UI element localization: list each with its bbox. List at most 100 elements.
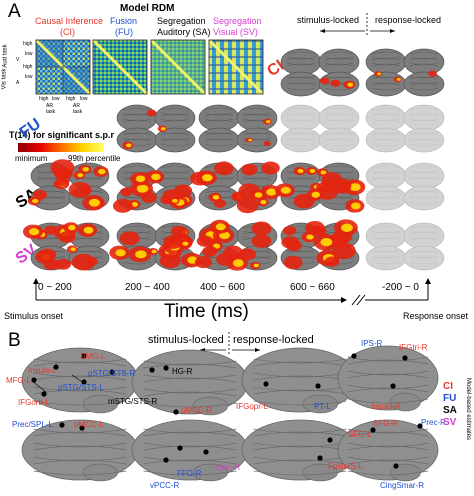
rdm-sa-matrix	[149, 38, 207, 96]
region-dot-18	[315, 383, 321, 389]
legend-side-label: Model-based estimates	[465, 378, 471, 441]
rdm-col-low-1: low	[52, 96, 60, 102]
panel-b-brain-surfaces	[21, 345, 439, 482]
region-dot-21	[327, 437, 333, 443]
rdm-row-low-2: low	[25, 74, 33, 80]
region-pstg-sts-r: pSTG/STS-R	[88, 369, 136, 378]
model-sa-name: Segregation	[157, 16, 206, 26]
brain-r1-c1	[116, 104, 196, 153]
brain-r3-c0	[22, 222, 110, 271]
legend-min-label: minimum	[15, 154, 48, 163]
region-calc-r: Calc-R	[216, 463, 241, 472]
rdm-side-a: A	[16, 80, 20, 86]
region-dot-4	[31, 377, 37, 383]
region-dot-15	[351, 353, 357, 359]
model-ci-abbr: (CI)	[60, 27, 75, 37]
panel-b-letter: B	[8, 330, 21, 351]
region-dot-6	[41, 391, 47, 397]
region-pmcc-l: pMCC-L	[74, 420, 104, 429]
region-smg-l: SMG-L	[80, 352, 106, 361]
region-cingsmar-r: CingSmar-R	[380, 481, 425, 490]
time-axis-title: Time (ms)	[164, 301, 249, 322]
region-ffg-r: FFG-R	[177, 469, 202, 478]
region-prec-r: Prec-R	[421, 418, 446, 427]
brain-r2-c0	[27, 159, 110, 211]
region-dot-9	[59, 422, 65, 428]
brain-r0-c4	[365, 48, 445, 97]
region-ifgorb-l: IFGorb-L	[18, 398, 51, 407]
rdm-fu-matrix	[91, 38, 149, 96]
header-response-locked: response-locked	[375, 15, 442, 25]
model-fu-name: Fusion	[110, 16, 138, 26]
region-sfg-r: SFG-R	[373, 419, 398, 428]
region-dot-17	[263, 381, 269, 387]
region-dot-10	[79, 425, 85, 431]
region-ifgopr-l: IFGopr-L	[236, 402, 269, 411]
model-fu-abbr: (FU)	[115, 27, 133, 37]
region-dot-19	[390, 383, 396, 389]
rdm-row-low-1: low	[25, 51, 33, 57]
region-ips-r: IPS-R	[361, 339, 383, 348]
rdm-row-high-1: high	[23, 41, 33, 47]
rdm-col-task-1: task	[46, 109, 56, 115]
brain-medial-right-resp	[337, 419, 439, 482]
brain-r2-c2	[190, 161, 281, 214]
region-hg-r: HG-R	[172, 367, 193, 376]
rdm-col-ar-2: AR	[73, 103, 80, 109]
header-stimulus-locked: stimulus-locked	[297, 15, 360, 25]
legend-max-label: 99th percentile	[68, 154, 121, 163]
brain-r2-c1	[112, 162, 196, 213]
region-dot-23	[317, 455, 323, 461]
brain-r1-c3	[280, 104, 360, 153]
region-dot-14	[203, 449, 209, 455]
region-dot-22	[370, 427, 376, 433]
rdm-row-high-2: high	[23, 64, 33, 70]
region-dot-11	[173, 409, 179, 415]
brain-lateral-left-resp	[241, 347, 359, 414]
region-pt-l: PT-L	[314, 402, 331, 411]
leader-line-2	[71, 374, 85, 384]
region-mfg-l: MFG-L	[6, 376, 31, 385]
legend-ci: CI	[443, 381, 453, 392]
rdm-col-task-2: task	[73, 109, 83, 115]
region-dot-5	[81, 379, 87, 385]
region-insula-r: Insula-R	[371, 402, 401, 411]
region-dot-24	[393, 463, 399, 469]
region-sfg-l: SFG-L	[348, 430, 372, 439]
brain-r3-c1	[109, 222, 202, 271]
rdm-ci-matrix	[34, 38, 92, 96]
model-sv-name: Segregation	[213, 16, 262, 26]
region-mstg-sts-r: mSTG/STS-R	[108, 397, 158, 406]
region-dot-2	[53, 364, 59, 370]
legend-sa: SA	[443, 405, 457, 416]
legend-fu: FU	[443, 393, 457, 404]
region-dot-1	[81, 353, 87, 359]
legend-colorbar	[18, 143, 104, 152]
rdm-col-ar-1: AR	[46, 103, 53, 109]
time-axis	[33, 278, 431, 306]
brain-lateral-right-stim	[131, 349, 249, 416]
brain-r0-c3	[280, 48, 360, 97]
model-sv-name2: Visual (SV)	[213, 27, 258, 37]
model-sa-name2: Auditory (SA)	[157, 27, 211, 37]
region-dot-3	[109, 369, 115, 375]
brain-activation-grid	[22, 48, 445, 271]
header-arrows	[320, 13, 395, 36]
rdm-sv-matrix	[207, 38, 265, 96]
rdm-col-high-2: high	[66, 96, 76, 102]
panel-b-header-response: response-locked	[233, 334, 314, 346]
region-pstg-sts-l: pSTG/STS-L	[58, 383, 104, 392]
region-fpolars-l: FpolarS-L	[328, 462, 364, 471]
brain-lateral-right-resp	[337, 345, 439, 412]
brain-r2-c4	[365, 162, 445, 211]
region-prec-spl-l: Prec/SPL-L	[12, 420, 53, 429]
legend-title: T(14) for significant s.p.r	[9, 130, 115, 140]
region-dot-7	[163, 365, 169, 371]
legend-sv: SV	[443, 417, 457, 428]
region-pmcc-r: pMCC-R	[181, 406, 213, 415]
time-window-4: 600 ~ 660	[290, 282, 335, 293]
rdm-col-high-1: high	[39, 96, 49, 102]
brain-r1-c2	[198, 104, 278, 153]
panel-a-letter: A	[8, 1, 21, 22]
